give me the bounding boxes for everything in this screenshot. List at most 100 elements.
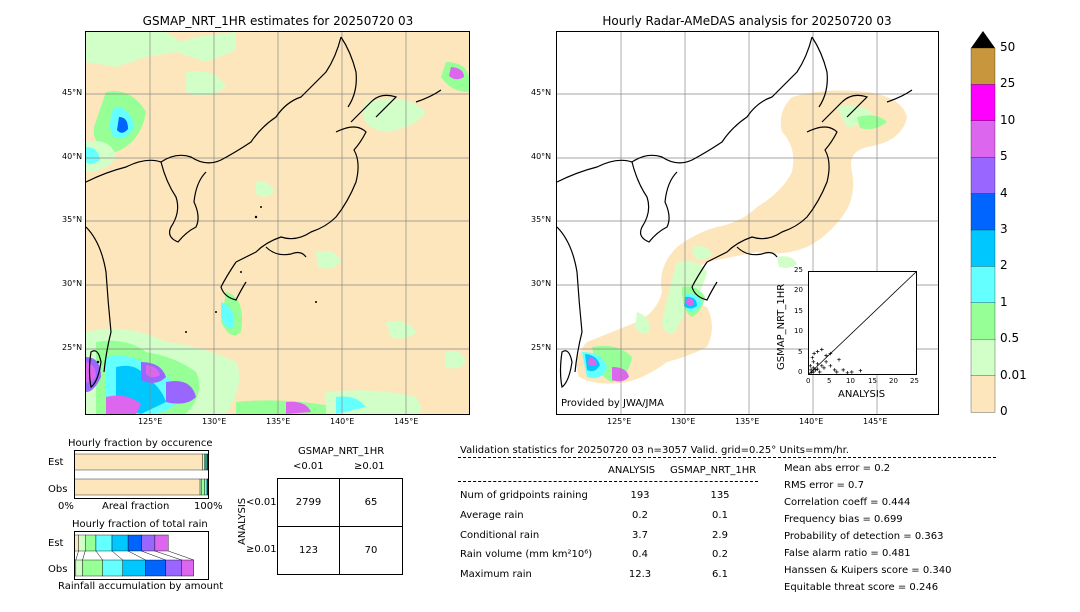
val-row-gsmap: 0.1 bbox=[712, 510, 728, 521]
fraction-segment bbox=[127, 534, 142, 552]
scatter-point bbox=[808, 364, 813, 368]
occurence-chart bbox=[74, 450, 209, 499]
scatter-point bbox=[841, 368, 845, 372]
scatter-point bbox=[835, 370, 839, 374]
cell-gg: 70 bbox=[364, 545, 378, 556]
rainfrac-title: Hourly fraction of total rain bbox=[72, 519, 208, 530]
val-row-gsmap: 6.1 bbox=[712, 569, 728, 580]
right-lat-25: 25°N bbox=[531, 343, 552, 352]
fraction-connector bbox=[168, 550, 194, 561]
scatter-point bbox=[810, 355, 815, 360]
left-lat-40: 40°N bbox=[62, 152, 83, 161]
scatter-xtick-20: 20 bbox=[889, 377, 898, 385]
occurence-axis-right: 100% bbox=[194, 501, 223, 512]
score-hk: Hanssen & Kuipers score = 0.340 bbox=[784, 565, 952, 576]
right-lon-140: 140°E bbox=[799, 417, 824, 426]
scatter-points bbox=[808, 347, 863, 375]
scatter-point bbox=[832, 368, 837, 372]
right-lon-125: 125°E bbox=[607, 417, 632, 426]
colorbar-label: 50 bbox=[1000, 40, 1016, 54]
scatter-point bbox=[811, 370, 816, 374]
scatter-ytick-20: 20 bbox=[794, 286, 803, 294]
contingency-col-title: GSMAP_NRT_1HR bbox=[298, 446, 385, 457]
left-islands bbox=[96, 206, 317, 364]
rainfrac-caption: Rainfall accumulation by amount bbox=[58, 581, 224, 592]
contingency-col-ge: ≥0.01 bbox=[354, 461, 385, 472]
val-row-analysis: 12.3 bbox=[628, 569, 652, 580]
fraction-segment bbox=[74, 478, 201, 496]
fraction-segment bbox=[202, 453, 205, 471]
validation-col-gsmap: GSMAP_NRT_1HR bbox=[670, 465, 757, 476]
right-lat-35: 35°N bbox=[531, 215, 552, 224]
val-row-label: Num of gridpoints raining bbox=[460, 490, 588, 501]
occurence-title: Hourly fraction by occurence bbox=[68, 438, 213, 449]
right-lon-145: 145°E bbox=[863, 417, 888, 426]
right-map-title: Hourly Radar-AMeDAS analysis for 2025072… bbox=[602, 14, 892, 28]
fraction-segment bbox=[95, 534, 113, 552]
val-row-label: Rain volume (mm km²10⁶) bbox=[460, 549, 593, 560]
colorbar-label: 0 bbox=[1000, 404, 1008, 418]
left-lon-145: 145°E bbox=[394, 417, 419, 426]
rainfrac-chart bbox=[74, 531, 209, 580]
val-row-label: Maximum rain bbox=[460, 569, 532, 580]
val-row-analysis: 0.4 bbox=[632, 549, 648, 560]
scatter-point bbox=[812, 351, 816, 356]
scatter-point bbox=[811, 366, 816, 370]
scatter-ytick-25: 25 bbox=[794, 266, 803, 274]
scatter-xtick-10: 10 bbox=[846, 377, 855, 385]
left-lat-25: 25°N bbox=[62, 343, 83, 352]
right-lon-135: 135°E bbox=[735, 417, 760, 426]
scatter-point bbox=[824, 353, 828, 358]
fraction-segment bbox=[82, 559, 103, 577]
scatter-ytick-15: 15 bbox=[794, 307, 803, 315]
left-lon-125: 125°E bbox=[138, 417, 163, 426]
val-row-analysis: 193 bbox=[630, 490, 650, 501]
val-row-analysis: 3.7 bbox=[632, 530, 648, 541]
cell-gl: 123 bbox=[298, 545, 319, 556]
fraction-segment bbox=[204, 453, 207, 471]
validation-col-divider bbox=[458, 481, 758, 482]
fraction-segment bbox=[74, 453, 203, 471]
fraction-segment bbox=[102, 559, 123, 577]
colorbar-segment bbox=[970, 375, 996, 413]
fraction-connector bbox=[141, 550, 166, 561]
colorbar-label: 5 bbox=[1000, 149, 1008, 164]
colorbar-label: 25 bbox=[1000, 76, 1016, 91]
colorbar-segment bbox=[970, 302, 996, 340]
scatter-ytick-10: 10 bbox=[794, 327, 803, 335]
rainfrac-est-label: Est bbox=[48, 538, 64, 549]
fraction-segment bbox=[154, 534, 169, 552]
contingency-col-lt: <0.01 bbox=[293, 461, 324, 472]
fraction-connector bbox=[154, 550, 182, 561]
colorbar-segments bbox=[970, 47, 996, 413]
contingency-row-ge: ≥0.01 bbox=[246, 544, 277, 555]
validation-divider bbox=[458, 457, 996, 458]
colorbar-arrow bbox=[971, 31, 995, 48]
scatter-xtick-0: 0 bbox=[806, 377, 811, 385]
scatter-ylabel: GSMAP_NRT_1HR bbox=[776, 283, 787, 370]
right-map-credit: Provided by JWA/JMA bbox=[561, 398, 664, 409]
fraction-segment bbox=[204, 478, 208, 496]
contingency-row-lt: <0.01 bbox=[246, 497, 277, 508]
colorbar-segment bbox=[970, 193, 996, 231]
scatter-point bbox=[809, 368, 813, 372]
scatter-point bbox=[820, 364, 824, 368]
fraction-segment bbox=[111, 534, 129, 552]
cell-lg: 65 bbox=[364, 497, 378, 508]
score-corr: Correlation coeff = 0.444 bbox=[784, 497, 911, 508]
right-taiwan bbox=[559, 350, 573, 389]
fraction-segment bbox=[85, 534, 97, 552]
left-map bbox=[85, 31, 470, 415]
scatter-ytick-0: 0 bbox=[798, 368, 803, 376]
score-mae: Mean abs error = 0.2 bbox=[784, 463, 891, 474]
colorbar bbox=[970, 31, 996, 413]
scatter-point bbox=[828, 364, 833, 368]
fraction-segment bbox=[75, 559, 83, 577]
colorbar-label: 10 bbox=[1000, 112, 1016, 127]
fraction-segment bbox=[141, 534, 156, 552]
left-map-svg bbox=[86, 32, 469, 414]
validation-col-analysis: ANALYSIS bbox=[608, 465, 656, 476]
left-grid bbox=[86, 32, 469, 414]
fraction-connector bbox=[75, 550, 79, 561]
fraction-segment bbox=[201, 478, 205, 496]
